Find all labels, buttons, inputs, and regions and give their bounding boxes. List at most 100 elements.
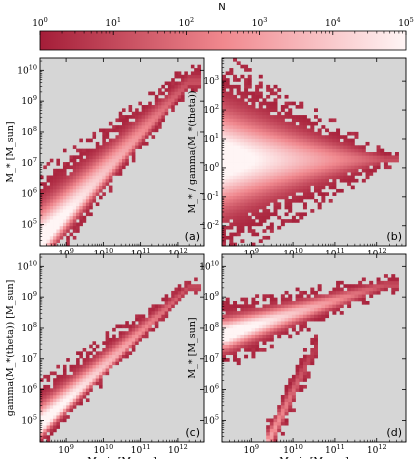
heatmap-cell: [280, 411, 285, 416]
heatmap-cell: [92, 172, 97, 176]
heatmap-cell: [135, 111, 139, 116]
heatmap-cell: [280, 172, 285, 176]
heatmap-cell: [288, 185, 293, 190]
heatmap-cell: [125, 138, 129, 143]
heatmap-cell: [269, 431, 274, 436]
heatmap-cell: [141, 111, 146, 116]
heatmap-cell: [347, 294, 352, 298]
heatmap-cell: [144, 317, 149, 322]
heatmap-cell: [266, 331, 271, 335]
heatmap-cell: [225, 78, 230, 82]
heatmap-cell: [306, 311, 311, 315]
heatmap-cell: [332, 162, 337, 166]
heatmap-cell: [302, 145, 307, 149]
heatmap-cell: [105, 162, 110, 166]
heatmap-cell: [56, 158, 60, 163]
heatmap-cell: [262, 297, 267, 302]
heatmap-cell: [135, 125, 139, 129]
heatmap-cell: [277, 141, 282, 146]
heatmap-cell: [273, 431, 278, 436]
heatmap-cell: [56, 235, 60, 240]
heatmap-cell: [85, 188, 90, 193]
heatmap-cell: [236, 105, 241, 109]
heatmap-cell: [233, 101, 238, 106]
heatmap-cell: [284, 401, 289, 406]
heatmap-cell: [72, 401, 77, 406]
heatmap-cell: [236, 141, 241, 146]
heatmap-cell: [85, 209, 90, 213]
heatmap-cell: [236, 78, 241, 82]
heatmap-cell: [72, 205, 77, 210]
heatmap-cell: [266, 145, 271, 149]
heatmap-cell: [255, 209, 260, 213]
heatmap-cell: [255, 294, 260, 298]
heatmap-cell: [336, 128, 341, 133]
heatmap-cell: [122, 121, 126, 126]
heatmap-cell: [277, 162, 282, 166]
heatmap-cell: [222, 105, 226, 109]
heatmap-cell: [273, 84, 278, 89]
heatmap-cell: [148, 101, 152, 106]
heatmap-cell: [171, 88, 175, 92]
heatmap-cell: [233, 348, 238, 352]
heatmap-cell: [255, 135, 260, 139]
heatmap-cell: [164, 294, 169, 298]
tick-label: 102: [179, 16, 195, 29]
heatmap-cell: [314, 121, 318, 126]
heatmap-cell: [229, 185, 234, 190]
heatmap-cell: [108, 188, 113, 193]
heatmap-cell: [53, 175, 57, 180]
heatmap-cell: [277, 118, 282, 123]
heatmap-cell: [174, 71, 179, 76]
heatmap-cell: [174, 297, 179, 302]
heatmap-cell: [79, 205, 83, 210]
heatmap-cell: [56, 232, 60, 237]
heatmap-cell: [225, 168, 230, 173]
heatmap-cell: [317, 152, 322, 156]
tick-label: 1010: [17, 259, 37, 272]
heatmap-cell: [105, 152, 110, 156]
heatmap-cell: [247, 202, 252, 207]
heatmap-cell: [343, 172, 348, 176]
heatmap-cell: [66, 225, 70, 230]
heatmap-cell: [138, 138, 142, 143]
heatmap-cell: [161, 297, 165, 302]
heatmap-cell: [53, 188, 57, 193]
heatmap-cell: [62, 192, 67, 196]
heatmap-cell: [251, 205, 256, 210]
heatmap-cell: [365, 290, 370, 295]
heatmap-cell: [53, 205, 57, 210]
heatmap-cell: [43, 222, 47, 227]
heatmap-cell: [306, 317, 311, 322]
heatmap-cell: [284, 155, 289, 160]
heatmap-cell: [125, 128, 129, 133]
heatmap-cell: [236, 172, 241, 176]
heatmap-cell: [69, 388, 74, 392]
heatmap-cell: [314, 168, 318, 173]
heatmap-cell: [310, 145, 315, 149]
heatmap-cell: [79, 398, 83, 403]
heatmap-cell: [240, 337, 245, 342]
heatmap-cell: [302, 118, 307, 123]
heatmap-cell: [244, 105, 249, 109]
heatmap-cell: [236, 311, 241, 315]
heatmap-cell: [197, 84, 202, 89]
heatmap-cell: [115, 361, 120, 366]
heatmap-cell: [62, 411, 67, 416]
colorbar-ticks: 100 101 102 103 104 105: [32, 16, 414, 35]
heatmap-cell: [266, 121, 271, 126]
heatmap-cell: [247, 304, 252, 309]
heatmap-cell: [284, 202, 289, 207]
heatmap-cell: [233, 78, 238, 82]
heatmap-cell: [95, 182, 100, 186]
heatmap-cell: [118, 337, 123, 342]
heatmap-cell: [236, 148, 241, 153]
heatmap-cell: [277, 158, 282, 163]
heatmap-cell: [269, 148, 274, 153]
heatmap-cell: [95, 364, 100, 369]
heatmap-cell: [336, 287, 341, 292]
heatmap-cell: [225, 118, 230, 123]
heatmap-cell: [43, 395, 47, 399]
heatmap-cell: [314, 341, 318, 345]
heatmap-cell: [269, 225, 274, 230]
